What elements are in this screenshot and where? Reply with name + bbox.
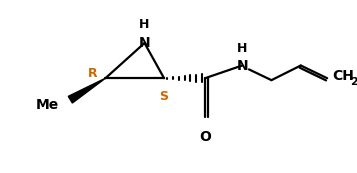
- Text: CH: CH: [332, 69, 354, 83]
- Text: O: O: [199, 130, 211, 144]
- Text: 2: 2: [351, 77, 357, 87]
- Polygon shape: [68, 78, 105, 103]
- Text: Me: Me: [35, 98, 59, 112]
- Text: H: H: [237, 42, 247, 55]
- Text: R: R: [88, 67, 98, 80]
- Text: H: H: [139, 18, 150, 31]
- Text: N: N: [236, 58, 248, 72]
- Text: S: S: [160, 90, 169, 103]
- Text: N: N: [139, 36, 150, 50]
